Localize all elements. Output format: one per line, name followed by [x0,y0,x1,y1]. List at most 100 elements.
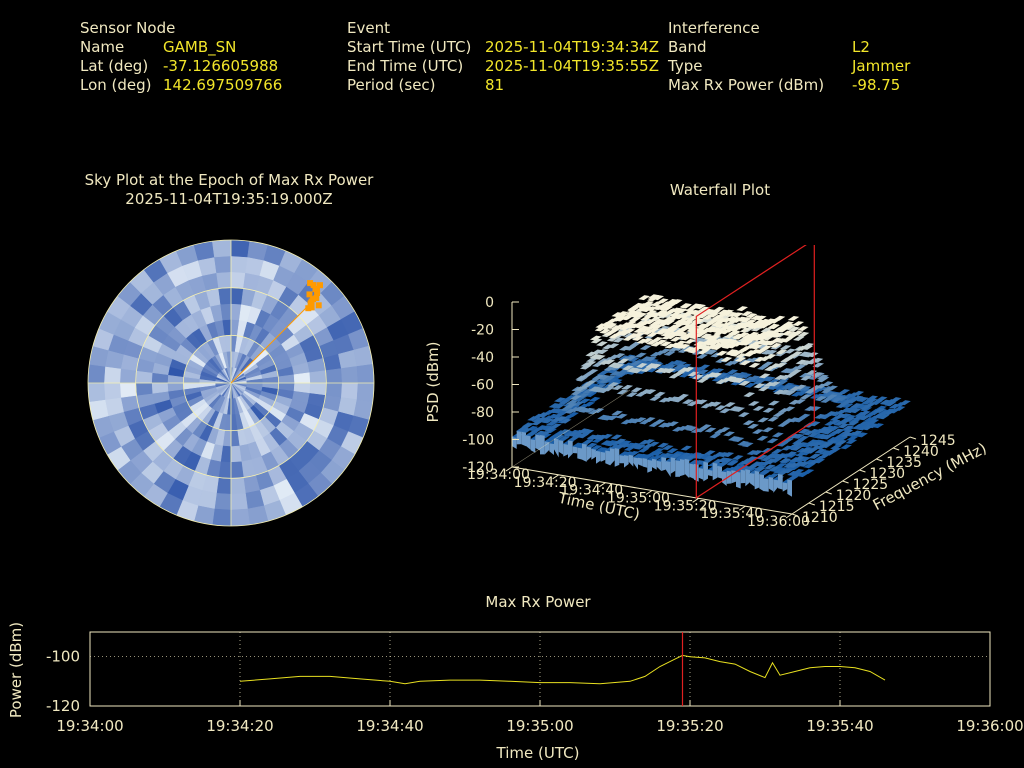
waterfall-cell [720,356,733,362]
waterfall-skirt [540,435,545,455]
waterfall-cell [754,356,766,362]
waterfall-cell [821,434,834,440]
waterfall-cell [604,323,617,329]
waterfall-cell [666,327,679,333]
maxrx-x-tick-label: 19:36:00 [956,717,1023,735]
waterfall-skirt [689,463,694,479]
interference-maxrx-label: Max Rx Power (dBm) [668,76,825,94]
waterfall-cell [697,369,709,375]
waterfall-cell [781,330,794,336]
waterfall-skirt [596,450,601,464]
waterfall-cell [650,301,663,307]
waterfall-cell [852,390,865,396]
waterfall-cell [837,423,850,429]
waterfall-cell [820,442,832,448]
waterfall-title: Waterfall Plot [669,181,771,199]
waterfall-cell [606,415,619,421]
waterfall-cell [660,453,673,459]
waterfall-cell [574,406,586,412]
waterfall-cell [630,360,643,366]
waterfall-time-tick-label: 19:35:00 [607,491,670,507]
waterfall-cell [537,412,550,418]
waterfall-cell [565,403,578,409]
waterfall-cell [763,381,775,387]
waterfall-cell [531,420,543,426]
waterfall-cell [560,418,572,424]
waterfall-cell [799,386,812,391]
waterfall-cell [583,380,596,386]
waterfall-cell [525,431,537,437]
waterfall-cell [861,425,874,431]
waterfall-cell [743,320,756,326]
waterfall-cell [614,316,627,322]
waterfall-skirt [633,457,638,470]
waterfall-cell [798,428,810,434]
waterfall-cell [799,394,812,400]
waterfall-skirt [619,455,624,464]
waterfall-skirt [759,474,764,492]
waterfall-cell [567,436,579,442]
waterfall-cell [672,397,685,403]
waterfall-cell [780,357,792,363]
waterfall-skirt [605,450,610,466]
waterfall-cell [696,353,709,359]
waterfall-cell [884,401,897,407]
waterfall-cell [752,322,765,328]
waterfall-cell [558,399,571,405]
waterfall-cell [670,359,683,365]
event-period-label: Period (sec) [347,76,436,94]
waterfall-z-tick-label: -20 [471,323,494,339]
sky-cell [356,364,374,384]
waterfall-cell [726,369,739,375]
waterfall-skirt [577,447,582,460]
waterfall-cell [734,356,747,362]
waterfall-cell [787,462,800,468]
event-end-label: End Time (UTC) [347,57,464,75]
waterfall-skirt [638,457,643,467]
interference-type-value: Jammer [852,57,911,75]
waterfall-skirt [768,477,774,492]
waterfall-cell [798,461,810,467]
waterfall-cell [742,420,755,426]
waterfall-cell [600,322,612,327]
waterfall-time-tick [692,497,699,503]
waterfall-cell [845,439,858,445]
waterfall-skirt [572,446,578,454]
waterfall-skirt [652,458,657,470]
waterfall-cell [637,447,650,453]
waterfall-skirt [554,438,559,458]
sky-cell [230,240,250,258]
maxrx-series-line [239,654,886,685]
waterfall-cell [828,419,841,425]
waterfall-cell [660,301,672,307]
waterfall-cell [609,370,622,376]
waterfall-cell [797,331,810,337]
waterfall-skirt [712,462,718,481]
waterfall-cell [584,360,597,366]
waterfall-cell [644,319,656,325]
waterfall-cell [733,378,746,384]
waterfall-cell [840,432,853,438]
waterfall-cell [672,323,684,329]
waterfall-cell [595,435,608,441]
interference-maxrx-value: -98.75 [852,76,901,94]
waterfall-cell [680,445,693,451]
waterfall-skirt [680,459,685,477]
waterfall-cell [683,455,696,461]
waterfall-cell [832,428,844,434]
waterfall-cell [723,431,735,437]
waterfall-cell [607,382,620,388]
waterfall-time-tick-label: 19:35:20 [654,498,717,514]
maxrx-series [239,632,886,706]
waterfall-skirt [558,440,564,455]
sky-jammer-direction-line [230,298,316,384]
waterfall-cell [683,310,696,316]
waterfall-cell [698,364,711,370]
waterfall-cell [777,470,789,476]
waterfall-cell [712,306,725,312]
waterfall-skirt [722,471,727,486]
waterfall-cell [700,333,712,339]
waterfall-cell [651,450,664,456]
waterfall-cell [598,378,611,384]
waterfall-cell [602,344,614,350]
